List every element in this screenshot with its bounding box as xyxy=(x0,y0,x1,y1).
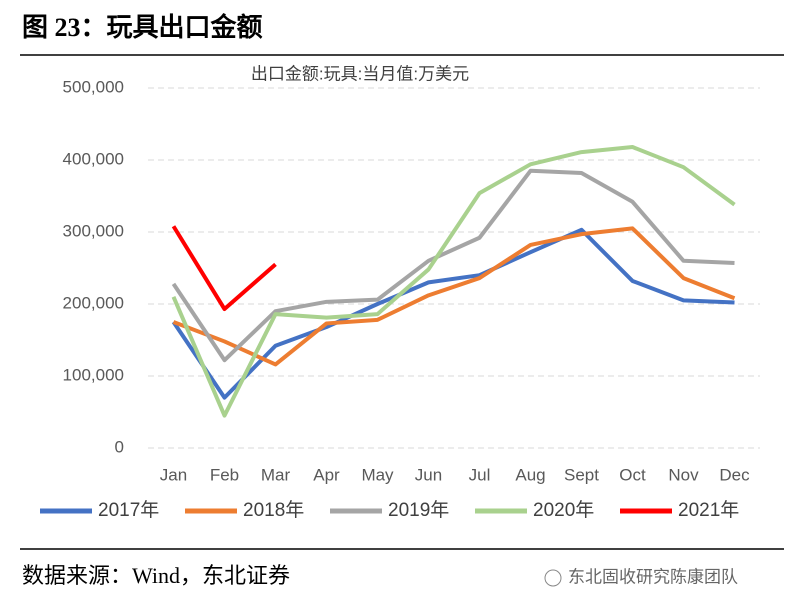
legend-label: 2021年 xyxy=(678,499,739,521)
series-line xyxy=(171,227,735,400)
x-tick-label: Jul xyxy=(469,465,491,484)
legend-label: 2018年 xyxy=(243,499,304,521)
y-tick-label: 200,000 xyxy=(63,293,124,312)
x-tick-label: May xyxy=(361,465,394,484)
y-tick-label: 100,000 xyxy=(63,365,124,384)
series-line xyxy=(171,145,736,418)
figure-title: 图 23：玩具出口金额 xyxy=(22,12,263,42)
chart-title: 出口金额:玩具:当月值:万美元 xyxy=(251,64,469,83)
x-tick-label: Sept xyxy=(564,465,599,484)
x-tick-label: Oct xyxy=(619,465,646,484)
x-tick-label: Nov xyxy=(668,465,699,484)
x-tick-label: Mar xyxy=(261,465,291,484)
legend-label: 2019年 xyxy=(388,499,449,521)
x-tick-label: Dec xyxy=(719,465,750,484)
x-tick-label: Feb xyxy=(210,465,239,484)
y-tick-label: 500,000 xyxy=(63,77,124,96)
watermark-icon xyxy=(544,569,562,587)
x-tick-label: Jan xyxy=(160,465,187,484)
y-tick-label: 300,000 xyxy=(63,221,124,240)
series-line xyxy=(171,225,277,312)
series-line xyxy=(171,168,735,363)
x-tick-label: Jun xyxy=(415,465,442,484)
x-tick-label: Apr xyxy=(313,465,340,484)
watermark: 东北固收研究陈康团队 xyxy=(568,567,738,586)
y-tick-label: 0 xyxy=(115,437,124,456)
source: 数据来源：Wind，东北证券 xyxy=(22,563,290,588)
x-tick-label: Aug xyxy=(515,465,545,484)
series-line xyxy=(172,226,736,367)
y-tick-label: 400,000 xyxy=(63,149,124,168)
legend-label: 2017年 xyxy=(98,499,159,521)
legend-label: 2020年 xyxy=(533,499,594,521)
